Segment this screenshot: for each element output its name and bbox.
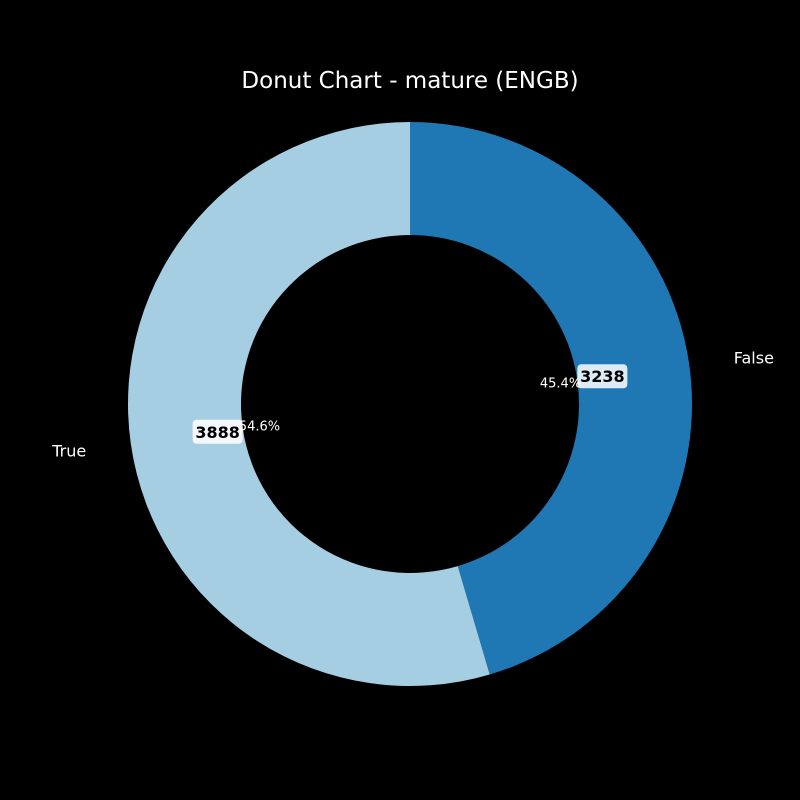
slices-layer [128,122,693,686]
labels-layer: False 45.4%3238 True 54.6%3888 [51,348,774,460]
value-label-true: 3888 [195,423,240,442]
slice-false [410,122,693,675]
value-badge-false [577,364,628,389]
value-badge-true [192,419,243,444]
value-label-false: 3238 [580,367,625,386]
category-label-true: True [51,442,86,461]
percent-label-false: 45.4% [540,376,581,391]
chart-title: Donut Chart - mature (ENGB) [241,68,578,94]
percent-label-true: 54.6% [239,420,280,435]
category-label-false: False [734,348,774,367]
slice-true [128,122,490,686]
